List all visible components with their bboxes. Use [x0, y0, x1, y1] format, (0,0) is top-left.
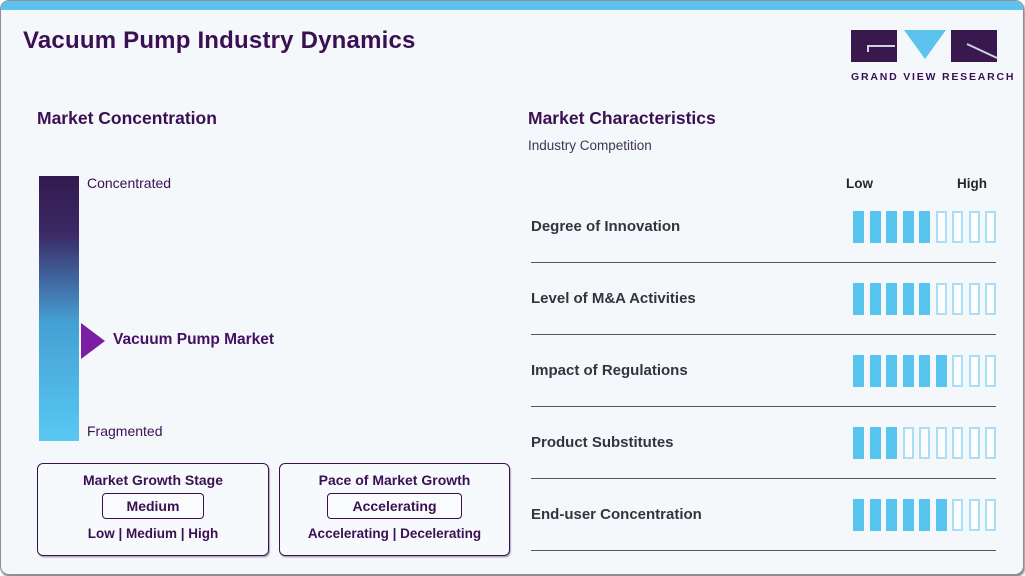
- segment-filled: [902, 210, 914, 243]
- segment-empty: [985, 354, 996, 387]
- top-accent-strip: [1, 1, 1023, 10]
- segment-empty: [968, 282, 980, 315]
- segment-filled: [853, 282, 864, 315]
- concentrated-label: Concentrated: [87, 175, 172, 191]
- segment-empty: [919, 426, 930, 459]
- growth-pace-title: Pace of Market Growth: [318, 472, 471, 488]
- concentration-gradient-bar: [39, 176, 79, 441]
- segment-filled: [886, 498, 897, 531]
- segment-filled: [869, 498, 881, 531]
- segment-filled: [869, 282, 881, 315]
- segment-empty: [902, 426, 914, 459]
- rating-segments: [853, 426, 996, 459]
- characteristics-list: Degree of Innovation Level of M&A Activit…: [531, 191, 996, 551]
- segment-filled: [853, 498, 864, 531]
- segment-filled: [869, 426, 881, 459]
- segment-filled: [853, 354, 864, 387]
- segment-empty: [952, 282, 963, 315]
- segment-filled: [886, 282, 897, 315]
- fragmented-label: Fragmented: [87, 423, 163, 439]
- segment-empty: [985, 210, 996, 243]
- segment-filled: [902, 282, 914, 315]
- characteristic-row: Product Substitutes: [531, 407, 996, 479]
- segment-empty: [952, 354, 963, 387]
- scale-high-label: High: [957, 176, 987, 191]
- segment-filled: [886, 426, 897, 459]
- growth-pace-options: Accelerating | Decelerating: [307, 526, 482, 541]
- segment-empty: [952, 210, 963, 243]
- industry-competition-subheading: Industry Competition: [528, 138, 652, 153]
- segment-filled: [886, 210, 897, 243]
- segment-filled: [919, 498, 930, 531]
- segment-empty: [985, 282, 996, 315]
- segment-filled: [902, 354, 914, 387]
- segment-empty: [968, 354, 980, 387]
- segment-empty: [952, 498, 963, 531]
- segment-empty: [985, 498, 996, 531]
- segment-filled: [869, 354, 881, 387]
- market-position-arrow-icon: [81, 323, 105, 359]
- market-concentration-heading: Market Concentration: [37, 108, 217, 128]
- growth-pace-selected-value: Accelerating: [327, 493, 462, 519]
- segment-filled: [886, 354, 897, 387]
- characteristic-label: Impact of Regulations: [531, 362, 688, 379]
- characteristic-row: Level of M&A Activities: [531, 263, 996, 335]
- segment-empty: [968, 210, 980, 243]
- market-characteristics-heading: Market Characteristics: [528, 108, 716, 128]
- rating-segments: [853, 498, 996, 531]
- segment-empty: [952, 426, 963, 459]
- characteristic-label: End-user Concentration: [531, 506, 702, 523]
- rating-segments: [853, 354, 996, 387]
- logo-brand-name: GRAND VIEW RESEARCH: [851, 71, 1016, 83]
- characteristic-label: Product Substitutes: [531, 434, 674, 451]
- segment-filled: [935, 498, 947, 531]
- pace-of-market-growth-box: Pace of Market Growth Accelerating Accel…: [279, 463, 510, 556]
- segment-empty: [968, 426, 980, 459]
- segment-empty: [985, 426, 996, 459]
- page-title: Vacuum Pump Industry Dynamics: [23, 27, 416, 54]
- segment-filled: [919, 354, 930, 387]
- segment-empty: [935, 426, 947, 459]
- characteristic-row: End-user Concentration: [531, 479, 996, 551]
- segment-filled: [853, 426, 864, 459]
- rating-segments: [853, 282, 996, 315]
- gvr-logo-icon: [851, 30, 998, 62]
- segment-filled: [935, 354, 947, 387]
- growth-stage-selected-value: Medium: [101, 493, 205, 519]
- scale-low-label: Low: [846, 176, 873, 191]
- market-growth-stage-box: Market Growth Stage Medium Low | Medium …: [37, 463, 269, 556]
- grand-view-research-logo: GRAND VIEW RESEARCH: [851, 29, 1016, 83]
- segment-empty: [968, 498, 980, 531]
- segment-filled: [853, 210, 864, 243]
- characteristic-label: Degree of Innovation: [531, 218, 681, 235]
- segment-empty: [935, 210, 947, 243]
- market-position-label: Vacuum Pump Market: [113, 331, 275, 348]
- growth-stage-options: Low | Medium | High: [87, 526, 219, 541]
- segment-filled: [919, 282, 930, 315]
- rating-segments: [853, 210, 996, 243]
- characteristic-row: Impact of Regulations: [531, 335, 996, 407]
- segment-filled: [869, 210, 881, 243]
- characteristic-label: Level of M&A Activities: [531, 290, 696, 307]
- growth-stage-title: Market Growth Stage: [82, 472, 224, 488]
- characteristic-row: Degree of Innovation: [531, 191, 996, 263]
- segment-empty: [935, 282, 947, 315]
- segment-filled: [902, 498, 914, 531]
- segment-filled: [919, 210, 930, 243]
